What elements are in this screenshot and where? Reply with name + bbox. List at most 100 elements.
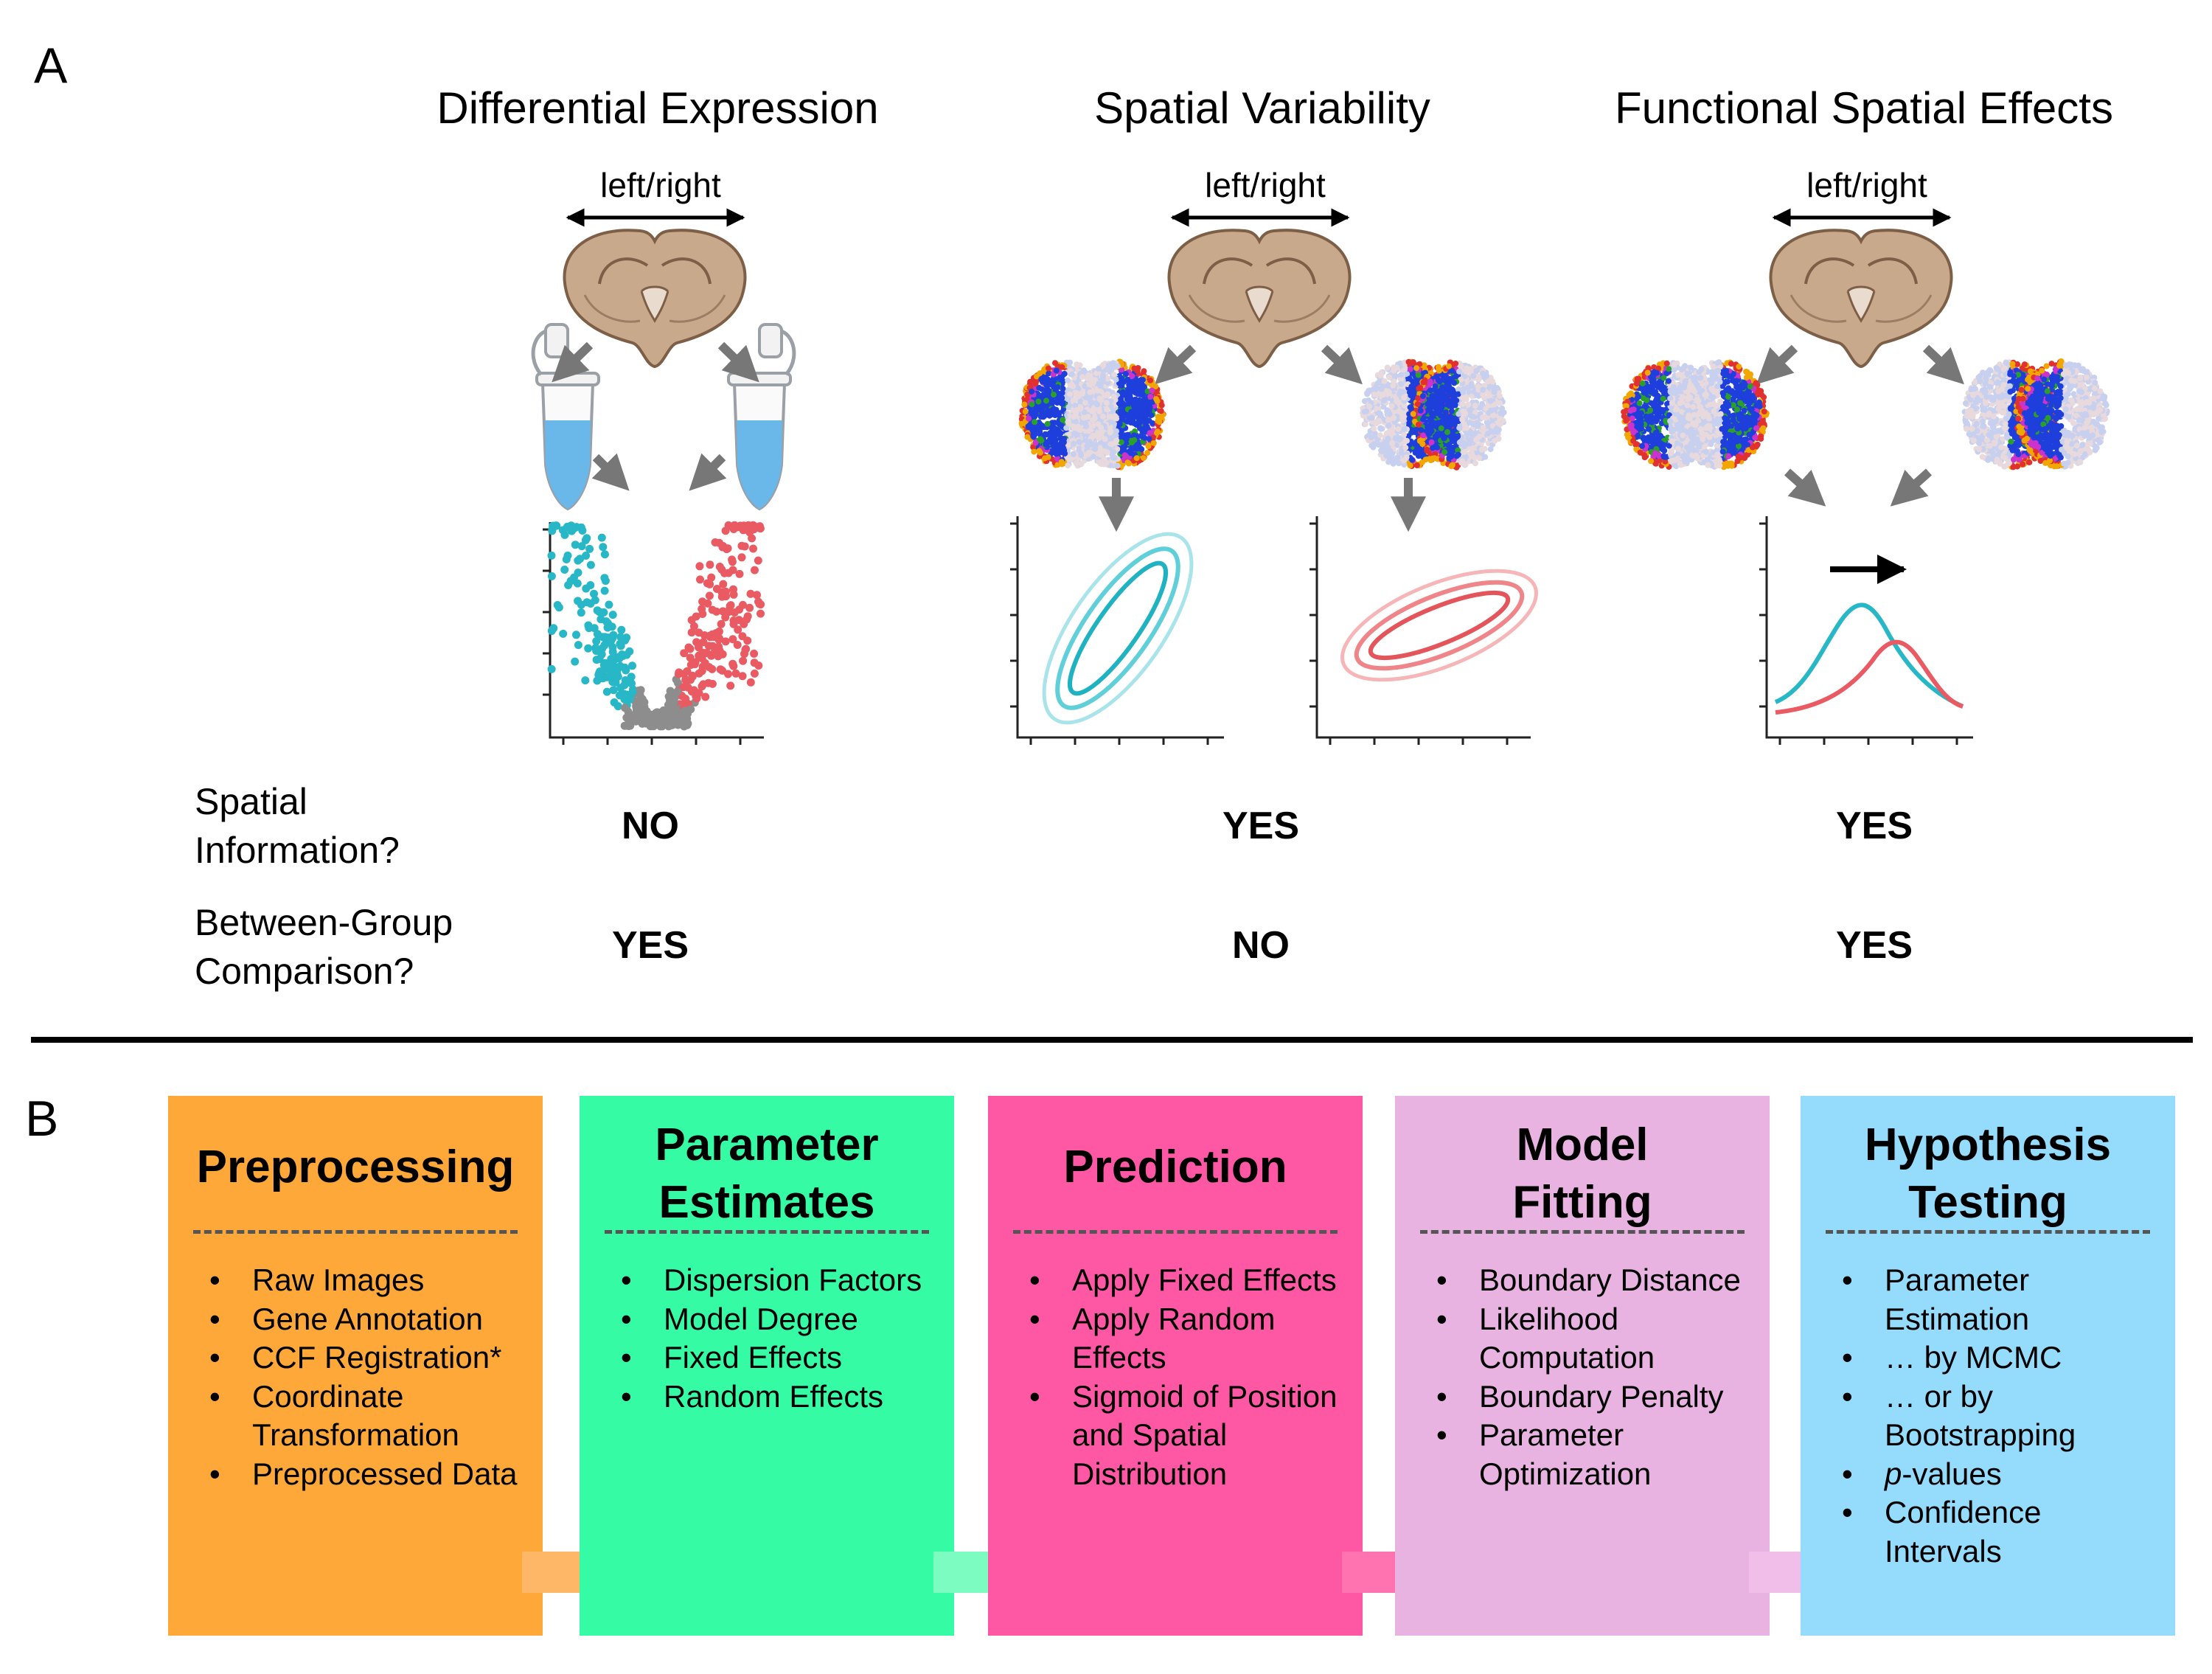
spatial-spot: [1135, 381, 1142, 386]
spatial-spot: [1158, 402, 1165, 409]
spatial-spot: [1053, 451, 1060, 457]
spatial-spot: [1472, 403, 1478, 409]
spatial-spot: [1078, 452, 1085, 458]
spatial-spot: [1373, 383, 1380, 389]
spatial-spot: [1409, 456, 1416, 463]
spatial-spot: [1395, 426, 1402, 432]
spatial-spot: [1451, 380, 1458, 386]
spatial-spot: [1076, 447, 1082, 454]
spatial-spot: [1145, 442, 1152, 448]
spatial-spot: [1079, 374, 1085, 381]
spatial-spot: [1442, 409, 1449, 416]
spatial-spot: [1120, 446, 1127, 453]
spatial-spot: [1089, 417, 1096, 423]
spatial-spot: [1432, 433, 1439, 440]
spatial-spot: [1054, 456, 1060, 462]
spatial-spot: [1102, 442, 1108, 449]
spatial-spot: [1100, 372, 1106, 379]
left-right-label: left/right: [600, 166, 721, 204]
spatial-spot: [1031, 448, 1037, 455]
spatial-spot: [1459, 417, 1466, 423]
spatial-spot: [1403, 454, 1410, 461]
spatial-spot: [1419, 393, 1426, 400]
spatial-spot: [1147, 393, 1154, 400]
spatial-spot: [1413, 365, 1420, 372]
spatial-spot: [1054, 384, 1061, 390]
spatial-spot: [1058, 459, 1065, 465]
spatial-spot: [1480, 370, 1486, 377]
spatial-spot: [1688, 364, 1694, 371]
spatial-spot: [1088, 408, 1095, 414]
spatial-spot: [1053, 367, 1060, 374]
spatial-spot: [1669, 457, 1676, 464]
spatial-spot: [1044, 386, 1051, 392]
spatial-spot: [1426, 431, 1433, 437]
spatial-spot: [1068, 371, 1075, 378]
spatial-spot: [1117, 408, 1124, 414]
answer-spatial-sv: YES: [1222, 805, 1300, 847]
spatial-spot: [1391, 367, 1397, 374]
spatial-spot: [1660, 453, 1667, 459]
spatial-spot: [1140, 397, 1147, 404]
spatial-spot: [1453, 397, 1460, 404]
spatial-spot: [1651, 415, 1658, 421]
spatial-spot: [1135, 406, 1142, 412]
spatial-spot: [1427, 407, 1433, 414]
spatial-spot: [1633, 381, 1640, 387]
spatial-spot: [1640, 395, 1646, 402]
spatial-spot: [1404, 437, 1410, 444]
spatial-spot: [1372, 420, 1379, 426]
spatial-spot: [1082, 400, 1088, 406]
row-label-between-group: Between-Group Comparison?: [195, 902, 453, 992]
spatial-spot: [1658, 386, 1664, 392]
spatial-spot: [1113, 437, 1120, 444]
spatial-spot: [1082, 420, 1088, 427]
spatial-spot: [1134, 445, 1141, 452]
spatial-spot: [1106, 414, 1113, 420]
spatial-spot: [1127, 389, 1133, 396]
spatial-spot: [1051, 420, 1058, 426]
spatial-spot: [1628, 422, 1635, 428]
spatial-spot: [1669, 438, 1675, 445]
spatial-spot: [1021, 401, 1028, 408]
spatial-spot: [1430, 445, 1436, 451]
spatial-spot: [1652, 460, 1659, 467]
spatial-spot: [1051, 431, 1058, 437]
spatial-spot: [1626, 392, 1632, 398]
spatial-spot: [1490, 412, 1497, 419]
spatial-spot: [1678, 367, 1685, 373]
spatial-spot: [1402, 445, 1409, 451]
spatial-spot: [1046, 365, 1051, 372]
spatial-spot: [1144, 450, 1150, 456]
spatial-spot: [1102, 392, 1108, 399]
spatial-spot: [1410, 411, 1416, 417]
brain-section-icon: [1167, 229, 1352, 368]
spatial-spot: [1033, 423, 1040, 430]
row-label-spatial-information: Spatial Information?: [195, 781, 400, 871]
spatial-spot: [1633, 441, 1640, 448]
spatial-spot: [1024, 391, 1031, 397]
spatial-spot: [1668, 450, 1674, 456]
spatial-spot: [1148, 412, 1155, 419]
spatial-spot: [1029, 401, 1035, 408]
spatial-spot: [1439, 393, 1445, 399]
spatial-spot: [1381, 378, 1388, 384]
spatial-spot: [1098, 451, 1105, 458]
spatial-spot: [1143, 412, 1150, 419]
spatial-spot: [1401, 426, 1408, 432]
spatial-spot: [1057, 430, 1064, 437]
spatial-spot: [1478, 446, 1485, 453]
spatial-spot: [1045, 454, 1051, 460]
spatial-spot: [1411, 379, 1418, 386]
spatial-spot: [1111, 454, 1118, 461]
spatial-spot: [1645, 434, 1652, 440]
spatial-spot: [1046, 412, 1053, 419]
spatial-spot: [1470, 372, 1477, 379]
spatial-spot: [1065, 420, 1071, 426]
spatial-spot: [1648, 458, 1655, 465]
spatial-spot: [1150, 440, 1157, 446]
spatial-spot: [1039, 406, 1046, 412]
spatial-spot: [1674, 445, 1681, 452]
spatial-spot: [1091, 454, 1096, 460]
spatial-spot: [1022, 409, 1029, 415]
